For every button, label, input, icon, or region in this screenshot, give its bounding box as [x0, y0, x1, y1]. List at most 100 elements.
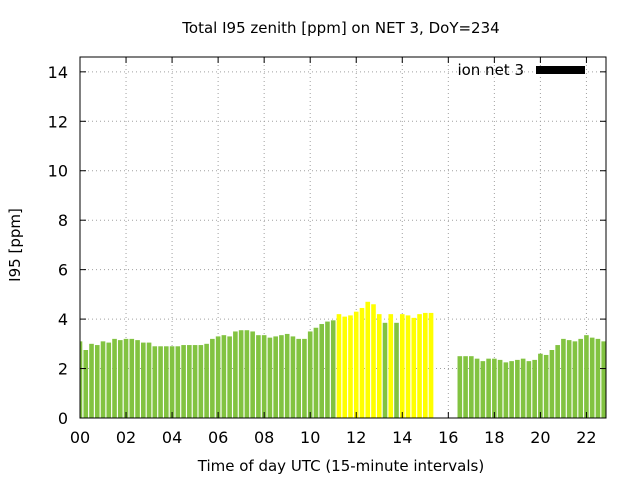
bar	[302, 338, 307, 418]
bar	[330, 320, 336, 418]
bar	[399, 314, 405, 418]
bar	[549, 350, 555, 418]
bar	[428, 312, 434, 418]
x-tick-label: 00	[70, 428, 90, 447]
y-axis-title: I95 [ppm]	[6, 208, 24, 282]
bar	[474, 358, 480, 418]
bar	[319, 324, 325, 418]
bar	[566, 340, 572, 418]
bar	[123, 338, 129, 418]
bar	[94, 345, 100, 418]
bar	[279, 335, 284, 418]
bar	[89, 343, 94, 418]
bar	[233, 331, 238, 418]
x-tick-label: 18	[484, 428, 504, 447]
plot-frame	[79, 56, 607, 419]
y-tick-label: 0	[58, 409, 68, 428]
bar	[589, 337, 595, 418]
bar	[463, 356, 468, 418]
bar	[181, 345, 186, 418]
bar	[457, 356, 463, 418]
bar	[198, 345, 204, 418]
bar	[405, 315, 411, 418]
bar	[100, 341, 106, 418]
bar	[290, 336, 296, 418]
bar	[371, 304, 376, 418]
bar	[411, 317, 417, 418]
axis-ticks	[79, 57, 606, 419]
bar	[256, 335, 261, 418]
bar	[520, 358, 526, 418]
bar	[250, 331, 255, 418]
bar	[215, 336, 221, 418]
bar	[492, 358, 497, 418]
x-tick-label: 08	[254, 428, 274, 447]
bar	[244, 330, 250, 418]
x-tick-label: 10	[300, 428, 320, 447]
bar	[394, 322, 399, 418]
bar	[382, 322, 388, 418]
bar	[112, 338, 117, 418]
x-tick-label: 16	[438, 428, 458, 447]
bar	[210, 338, 215, 418]
x-axis-title: Time of day UTC (15-minute intervals)	[197, 457, 484, 475]
bar	[158, 346, 163, 418]
bar	[526, 361, 532, 418]
x-tick-label: 12	[346, 428, 366, 447]
bar	[325, 321, 330, 418]
y-tick-label: 6	[58, 261, 68, 280]
bar	[146, 342, 152, 418]
bar	[388, 314, 394, 418]
y-tick-label: 12	[48, 112, 68, 131]
bar	[469, 356, 474, 418]
y-tick-label: 2	[58, 360, 68, 379]
x-tick-label: 06	[208, 428, 228, 447]
bar	[313, 327, 319, 418]
bar	[267, 337, 273, 418]
bar	[480, 361, 486, 418]
legend: ion net 3	[457, 61, 585, 79]
bar	[342, 316, 348, 418]
bar	[348, 315, 353, 418]
legend-label: ion net 3	[457, 61, 524, 79]
bar	[296, 338, 301, 418]
bar	[83, 350, 89, 418]
x-tick-label: 22	[576, 428, 596, 447]
y-tick-label: 4	[58, 310, 68, 329]
bar	[595, 338, 601, 418]
chart-title: Total I95 zenith [ppm] on NET 3, DoY=234	[181, 19, 499, 37]
x-tick-label: 04	[162, 428, 182, 447]
bar	[141, 342, 146, 418]
bar	[192, 345, 198, 418]
bar	[555, 345, 560, 418]
bar	[503, 362, 509, 418]
bar	[221, 335, 227, 418]
bar	[422, 312, 428, 418]
bar	[601, 341, 606, 418]
bars	[80, 301, 606, 418]
bar	[578, 338, 583, 418]
y-tick-label: 14	[48, 63, 68, 82]
bar	[187, 345, 192, 418]
bar	[584, 335, 589, 418]
bar	[543, 354, 549, 418]
bar	[106, 342, 112, 418]
y-tick-label: 10	[48, 162, 68, 181]
bar	[376, 314, 382, 418]
bar	[417, 314, 422, 418]
bar	[359, 307, 365, 418]
legend-swatch	[536, 66, 585, 74]
bar	[336, 314, 342, 418]
bar	[117, 340, 123, 418]
bar	[497, 359, 503, 418]
bar	[532, 359, 537, 418]
bar	[486, 358, 491, 418]
bar	[175, 346, 181, 418]
bar	[204, 343, 209, 418]
bar	[307, 331, 313, 418]
bar	[152, 346, 158, 418]
bar	[169, 346, 175, 418]
bar	[164, 346, 169, 418]
